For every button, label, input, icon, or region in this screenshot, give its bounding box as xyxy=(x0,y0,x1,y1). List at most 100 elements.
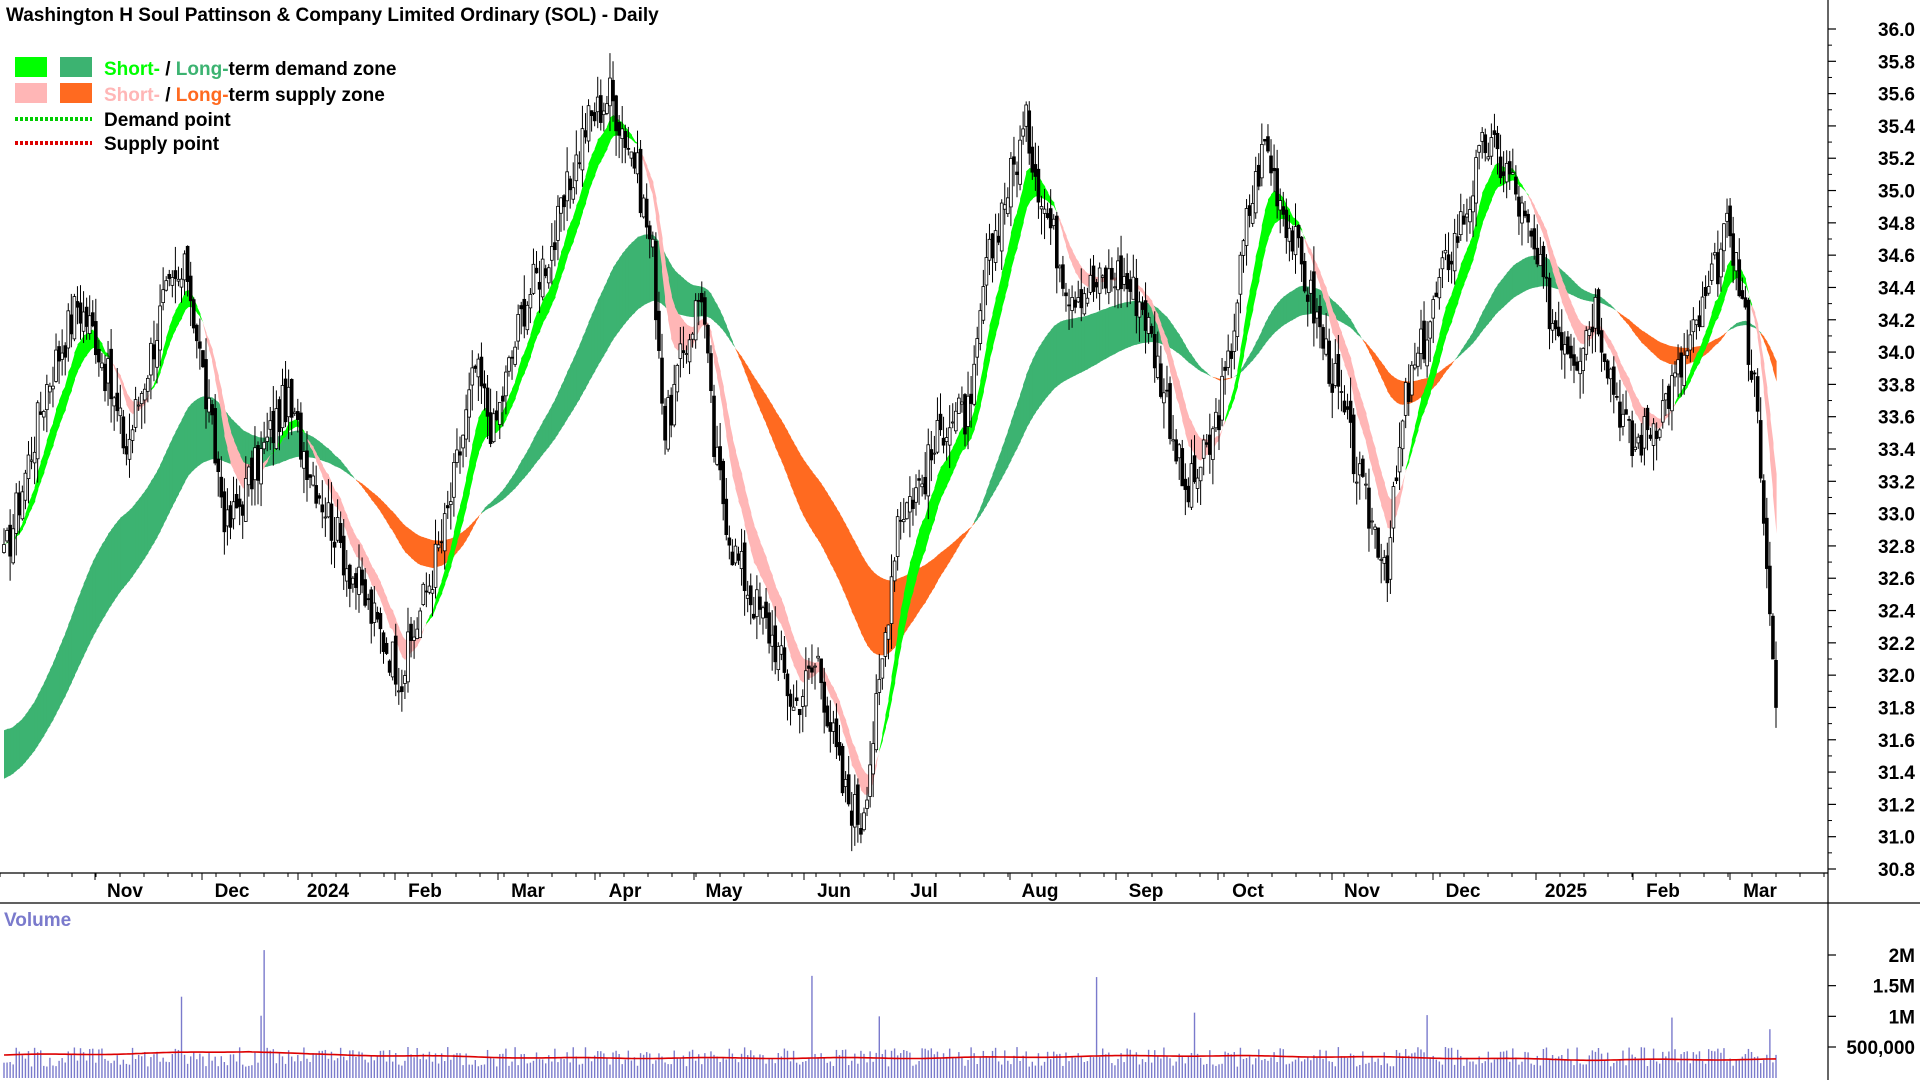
candle-body xyxy=(1002,204,1007,210)
short-term-zone-segment xyxy=(1580,321,1584,345)
short-term-zone-segment xyxy=(603,126,608,156)
date-tick-label: May xyxy=(706,881,743,902)
long-term-zone-segment xyxy=(1347,315,1352,328)
short-term-zone-segment xyxy=(160,349,164,373)
candle-body xyxy=(577,162,582,165)
short-term-zone-segment xyxy=(573,205,577,242)
long-term-zone-segment xyxy=(1121,302,1125,351)
candle-body xyxy=(709,353,713,392)
candle-body xyxy=(1208,434,1212,455)
long-term-zone-segment xyxy=(548,405,553,447)
candle-body xyxy=(892,560,897,582)
candle-body xyxy=(308,474,312,478)
candle-body xyxy=(1103,267,1108,289)
candle-body xyxy=(1204,442,1209,445)
short-term-zone-segment xyxy=(790,628,795,666)
short-term-zone-segment xyxy=(169,317,173,345)
long-term-zone-segment xyxy=(322,443,326,462)
candle-body xyxy=(1058,265,1062,269)
short-term-zone-segment xyxy=(741,473,746,526)
candle-body xyxy=(476,358,481,378)
short-term-zone-segment xyxy=(1365,413,1370,458)
long-term-zone-segment xyxy=(1127,301,1131,348)
short-term-zone-segment xyxy=(1757,324,1762,364)
short-term-zone-segment xyxy=(628,130,632,140)
long-term-zone-segment xyxy=(359,481,363,488)
candle-body xyxy=(78,302,83,324)
long-term-zone-segment xyxy=(1381,362,1385,385)
short-term-zone-segment xyxy=(1748,294,1753,310)
candle-body xyxy=(1535,247,1540,265)
short-term-zone-segment xyxy=(463,477,467,521)
long-term-zone-segment xyxy=(784,425,789,477)
short-term-zone-segment xyxy=(922,516,926,558)
long-term-zone-segment xyxy=(490,499,495,508)
long-term-zone-segment xyxy=(1635,325,1639,339)
long-term-zone-segment xyxy=(842,519,847,597)
long-term-zone-segment xyxy=(1442,366,1447,377)
candle-body xyxy=(568,178,572,191)
short-term-zone-segment xyxy=(1381,472,1385,516)
short-term-zone-segment xyxy=(735,450,740,502)
legend-supply-zone: Short- / Long-term supply zone xyxy=(104,85,385,106)
long-term-zone-segment xyxy=(1050,326,1055,393)
legend: Short- / Long-term demand zone Short- / … xyxy=(15,57,396,155)
long-term-zone-segment xyxy=(1108,306,1113,357)
short-term-zone-segment xyxy=(698,319,703,331)
zone-bands xyxy=(4,114,1777,796)
candle-body xyxy=(1177,444,1182,459)
short-term-zone-segment xyxy=(1534,205,1538,222)
price-tick-label: 31.8 xyxy=(1878,698,1915,719)
price-tick-label: 34.0 xyxy=(1878,343,1915,364)
long-term-zone-segment xyxy=(753,376,758,403)
candle-body xyxy=(1569,345,1573,359)
candle-body xyxy=(332,541,337,548)
long-term-zone-segment xyxy=(475,516,479,523)
long-term-zone-segment xyxy=(1078,317,1082,374)
short-term-zone-segment xyxy=(386,597,391,628)
short-term-zone-segment xyxy=(1020,186,1024,236)
candle-body xyxy=(161,289,165,303)
candle-body xyxy=(550,246,554,261)
candle-body xyxy=(1553,320,1558,330)
short-term-zone-segment xyxy=(1626,373,1630,395)
long-term-zone-segment xyxy=(689,283,694,318)
price-tick-label: 33.0 xyxy=(1878,505,1915,526)
candle-body xyxy=(966,395,970,427)
candle-body xyxy=(843,779,848,787)
long-term-zone-segment xyxy=(1659,342,1664,362)
short-term-zone-segment xyxy=(1350,358,1355,399)
candle-body xyxy=(35,402,40,460)
candle-body xyxy=(528,294,533,309)
short-term-zone-segment xyxy=(652,181,657,219)
long-term-zone-segment xyxy=(1766,341,1771,359)
candle-body xyxy=(237,498,242,507)
price-tick-label: 34.6 xyxy=(1878,246,1915,267)
long-term-zone-segment xyxy=(377,496,381,512)
candle-body xyxy=(1351,414,1356,475)
long-term-zone-segment xyxy=(980,499,984,516)
candle-body xyxy=(210,404,214,416)
short-term-zone-segment xyxy=(1139,286,1144,294)
candle-body xyxy=(228,505,233,528)
candle-body xyxy=(1345,406,1350,410)
candle-body xyxy=(412,636,416,641)
candle-body xyxy=(1694,319,1699,326)
long-term-zone-segment xyxy=(86,568,91,650)
candle-body xyxy=(611,79,615,102)
candle-body xyxy=(941,437,946,446)
long-term-zone-segment xyxy=(362,483,366,492)
candle-body xyxy=(311,475,315,486)
long-term-zone-segment xyxy=(1056,321,1061,387)
long-term-zone-segment xyxy=(356,479,360,484)
candle-body xyxy=(1608,368,1613,380)
candle-body xyxy=(390,641,395,678)
long-term-zone-segment xyxy=(1369,346,1373,359)
short-term-zone-segment xyxy=(1411,426,1416,451)
candle-body xyxy=(1624,409,1628,415)
candle-body xyxy=(721,460,726,505)
short-term-zone-segment xyxy=(545,290,550,318)
short-term-zone-segment xyxy=(1760,342,1765,393)
short-term-zone-segment xyxy=(1727,260,1731,290)
long-term-zone-segment xyxy=(386,505,391,528)
